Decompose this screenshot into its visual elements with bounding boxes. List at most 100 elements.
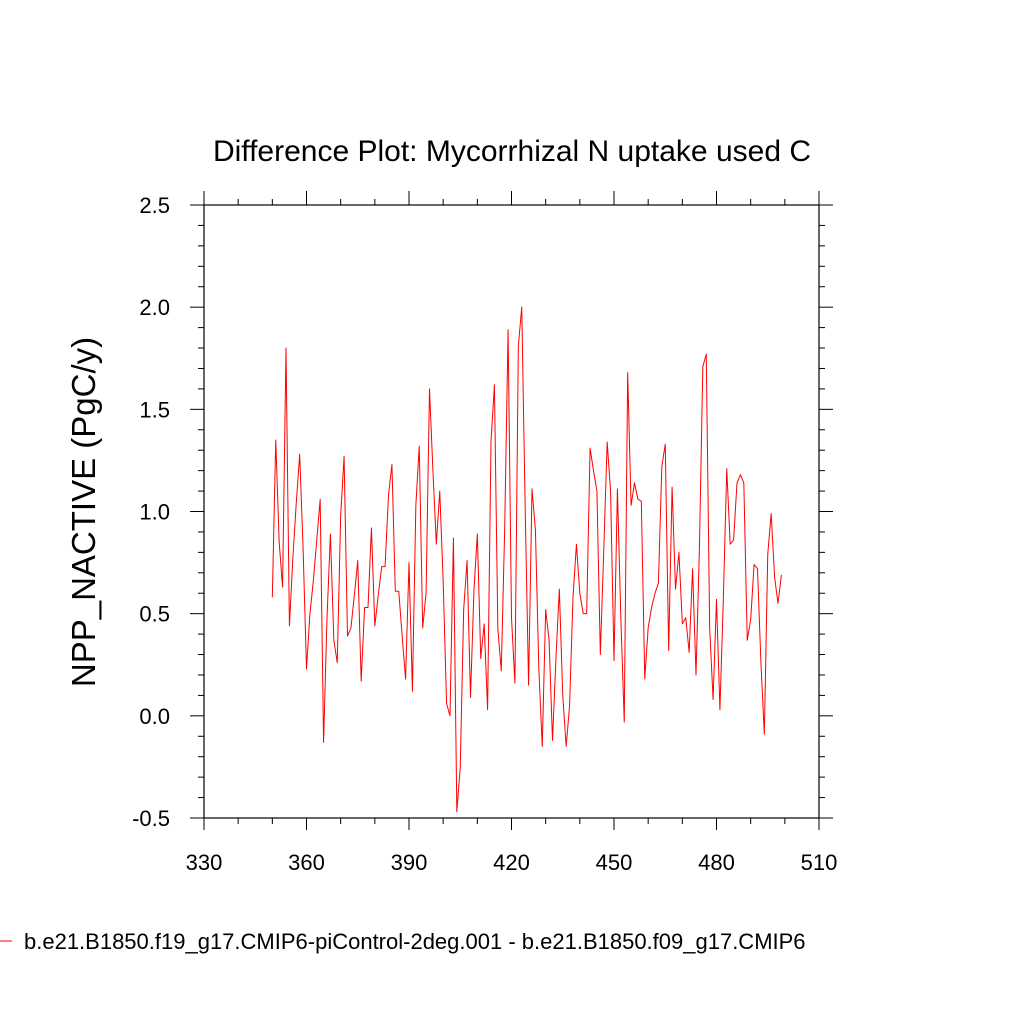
data-point xyxy=(337,662,338,663)
x-tick-label: 390 xyxy=(391,850,428,875)
data-point xyxy=(419,446,420,447)
data-point xyxy=(333,640,334,641)
data-point xyxy=(589,448,590,449)
data-point xyxy=(712,699,713,700)
data-point xyxy=(473,591,474,592)
data-point xyxy=(569,705,570,706)
data-point xyxy=(364,607,365,608)
data-point xyxy=(326,617,327,618)
data-point xyxy=(723,599,724,600)
data-point xyxy=(648,627,649,628)
data-point xyxy=(610,490,611,491)
data-point xyxy=(555,658,556,659)
y-axis-title: NPP_NACTIVE (PgC/y) xyxy=(65,337,102,687)
data-point xyxy=(497,627,498,628)
data-point xyxy=(566,746,567,747)
data-point xyxy=(572,597,573,598)
series-points xyxy=(272,307,782,813)
data-point xyxy=(692,568,693,569)
y-tick-label: 0.5 xyxy=(139,602,170,627)
data-point xyxy=(504,529,505,530)
data-point xyxy=(446,703,447,704)
data-point xyxy=(733,540,734,541)
data-point xyxy=(456,811,457,812)
data-point xyxy=(531,488,532,489)
data-point xyxy=(689,652,690,653)
data-point xyxy=(613,660,614,661)
legend: b.e21.B1850.f19_g17.CMIP6-piControl-2deg… xyxy=(0,929,806,954)
data-point xyxy=(490,441,491,442)
data-point xyxy=(306,668,307,669)
x-tick-label: 420 xyxy=(493,850,530,875)
y-tick-label: 2.5 xyxy=(139,193,170,218)
data-point xyxy=(736,482,737,483)
data-point xyxy=(436,544,437,545)
data-point xyxy=(538,668,539,669)
data-point xyxy=(562,695,563,696)
data-point xyxy=(661,466,662,467)
y-tick-label: 2.0 xyxy=(139,295,170,320)
data-point xyxy=(521,307,522,308)
data-point xyxy=(361,681,362,682)
data-point xyxy=(740,474,741,475)
data-point xyxy=(313,580,314,581)
plot-area-frame xyxy=(203,204,820,819)
data-point xyxy=(405,678,406,679)
data-point xyxy=(750,619,751,620)
data-point xyxy=(354,595,355,596)
data-point xyxy=(760,662,761,663)
x-tick-label: 330 xyxy=(186,850,223,875)
data-point xyxy=(586,613,587,614)
data-point xyxy=(552,740,553,741)
data-point xyxy=(299,454,300,455)
data-point xyxy=(395,591,396,592)
data-point xyxy=(548,640,549,641)
data-point xyxy=(634,482,635,483)
data-point xyxy=(777,603,778,604)
y-tick-label: 1.0 xyxy=(139,500,170,525)
chart-title: Difference Plot: Mycorrhizal N uptake us… xyxy=(213,135,811,168)
data-point xyxy=(487,709,488,710)
data-point xyxy=(289,625,290,626)
data-point xyxy=(767,554,768,555)
data-point xyxy=(678,552,679,553)
y-tick-label: 1.5 xyxy=(139,397,170,422)
data-point xyxy=(484,623,485,624)
data-point xyxy=(309,613,310,614)
data-point xyxy=(559,589,560,590)
data-point xyxy=(422,627,423,628)
data-point xyxy=(292,558,293,559)
data-point xyxy=(709,627,710,628)
data-point xyxy=(682,623,683,624)
data-point xyxy=(347,636,348,637)
data-point xyxy=(627,372,628,373)
data-point xyxy=(384,566,385,567)
data-point xyxy=(320,499,321,500)
data-point xyxy=(470,697,471,698)
data-point xyxy=(463,609,464,610)
data-point xyxy=(477,533,478,534)
data-point xyxy=(716,599,717,600)
y-axis-tick-labels: -0.5 0.0 0.5 1.0 1.5 2.0 2.5 xyxy=(132,193,170,831)
data-point xyxy=(583,613,584,614)
data-point xyxy=(706,354,707,355)
data-point xyxy=(702,366,703,367)
y-tick-label: 0.0 xyxy=(139,704,170,729)
data-point xyxy=(275,439,276,440)
x-tick-label: 450 xyxy=(596,850,633,875)
x-tick-label: 360 xyxy=(288,850,325,875)
data-point xyxy=(620,617,621,618)
data-point xyxy=(449,715,450,716)
data-point xyxy=(668,650,669,651)
legend-series-label: b.e21.B1850.f19_g17.CMIP6-piControl-2deg… xyxy=(24,929,806,954)
data-point xyxy=(726,468,727,469)
data-point xyxy=(774,576,775,577)
data-point xyxy=(501,670,502,671)
data-point xyxy=(415,505,416,506)
axis-ticks xyxy=(190,191,833,830)
data-point xyxy=(624,721,625,722)
data-point xyxy=(545,609,546,610)
data-point xyxy=(719,709,720,710)
data-point xyxy=(600,654,601,655)
